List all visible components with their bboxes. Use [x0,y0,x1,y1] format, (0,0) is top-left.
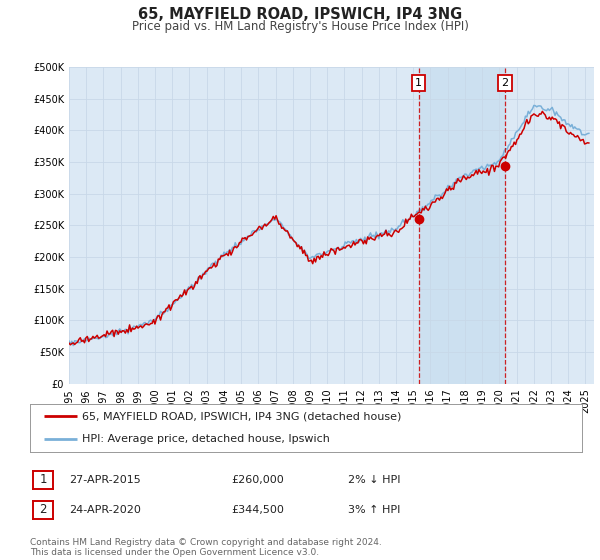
Text: HPI: Average price, detached house, Ipswich: HPI: Average price, detached house, Ipsw… [82,433,331,444]
Text: Price paid vs. HM Land Registry's House Price Index (HPI): Price paid vs. HM Land Registry's House … [131,20,469,32]
Text: 27-APR-2015: 27-APR-2015 [69,475,141,485]
Text: 3% ↑ HPI: 3% ↑ HPI [348,505,400,515]
Bar [419,67,505,384]
Text: Contains HM Land Registry data © Crown copyright and database right 2024.
This d: Contains HM Land Registry data © Crown c… [30,538,382,557]
Text: 1: 1 [40,473,47,487]
Text: 1: 1 [415,78,422,88]
Text: 2: 2 [501,78,508,88]
Text: 65, MAYFIELD ROAD, IPSWICH, IP4 3NG: 65, MAYFIELD ROAD, IPSWICH, IP4 3NG [138,7,462,22]
Text: 2% ↓ HPI: 2% ↓ HPI [348,475,401,485]
Text: 2: 2 [40,503,47,516]
Text: £344,500: £344,500 [231,505,284,515]
Text: 65, MAYFIELD ROAD, IPSWICH, IP4 3NG (detached house): 65, MAYFIELD ROAD, IPSWICH, IP4 3NG (det… [82,411,402,421]
Text: 24-APR-2020: 24-APR-2020 [69,505,141,515]
Text: £260,000: £260,000 [231,475,284,485]
